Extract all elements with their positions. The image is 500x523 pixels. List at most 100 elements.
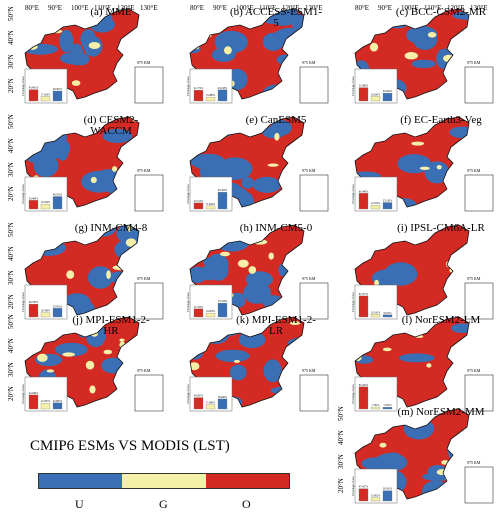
- lon-label: 120°E: [117, 4, 135, 12]
- china-map-svg: 33.464%18.344% 48.192% Percentage of area 9…: [22, 116, 164, 212]
- map-region-g: [372, 135, 381, 140]
- map-region-u: [211, 47, 236, 63]
- south-china-sea-inset: [299, 282, 329, 320]
- lon-label: 110°E: [94, 4, 112, 12]
- bar-o: [193, 202, 204, 210]
- china-border: [24, 224, 140, 316]
- china-border: [24, 8, 140, 100]
- bar-u: [217, 302, 228, 318]
- scale-label: 975 KM: [302, 368, 316, 373]
- map-region-g: [248, 266, 257, 274]
- south-china-sea-inset: [464, 282, 494, 320]
- bar-o: [358, 295, 369, 318]
- lon-label: 100°E: [71, 4, 89, 12]
- legend-swatch-u: [39, 474, 123, 488]
- lat-label: 50°N: [337, 406, 345, 421]
- map-panel: 51.686% 18.020% 30.294% Percentage of area 9…: [335, 4, 495, 107]
- map-region-u: [280, 59, 297, 84]
- lat-label: 50°N: [7, 222, 15, 237]
- bar-o: [28, 89, 39, 102]
- panel-title: (e) CanESM5: [245, 114, 307, 126]
- map-region-u: [270, 386, 302, 395]
- panel-title: (j) MPI-ESM1-2-HR: [72, 314, 150, 337]
- bar-axis-label: Percentage of area: [22, 292, 25, 312]
- map-region-u: [215, 349, 250, 363]
- bar-value-g: 10.310%: [371, 311, 381, 314]
- bar-u: [217, 89, 228, 102]
- south-china-sea-inset: [464, 66, 494, 104]
- lat-label: 20°N: [337, 478, 345, 493]
- map-region-g: [220, 251, 230, 257]
- bar-u: [382, 92, 393, 102]
- scale-label: 975 KM: [467, 460, 481, 465]
- bar-value-o: 33.464%: [29, 197, 39, 200]
- lat-label: 40°N: [337, 430, 345, 445]
- map-region-u: [245, 271, 273, 288]
- panel-title: (l) NorESM2-LM: [401, 314, 481, 326]
- map-region-u: [29, 117, 61, 136]
- map-region-g: [88, 42, 101, 49]
- lat-label: 50°N: [7, 314, 15, 329]
- map-region-u: [102, 129, 133, 143]
- map-region-u: [190, 124, 211, 134]
- bar-value-o: 44.005%: [194, 395, 204, 398]
- bar-value-o: 51.686%: [359, 85, 369, 88]
- lat-label: 50°N: [7, 114, 15, 129]
- map-region-g: [212, 333, 220, 340]
- bar-u: [52, 90, 63, 102]
- legend-label-u: U: [75, 497, 84, 511]
- legend-colorbar: [38, 473, 290, 489]
- bar-o: [28, 200, 39, 210]
- china-border: [24, 316, 140, 408]
- map-region-g: [369, 42, 379, 52]
- bar-g: [205, 404, 216, 410]
- map-region-u: [278, 261, 297, 278]
- lat-label: 30°N: [337, 454, 345, 469]
- scale-label: 975 KM: [137, 60, 151, 65]
- bar-u: [382, 490, 393, 502]
- map-panel: 49.780% 16.768% 33.452% Percentage of area 9…: [5, 221, 165, 323]
- map-region-u: [89, 16, 116, 33]
- lon-label: 80°E: [190, 4, 205, 12]
- map-region-g: [106, 270, 111, 280]
- china-border: [189, 8, 305, 100]
- china-map-svg: 43.991%17.618%38.391% Percentage of area 9…: [22, 8, 164, 104]
- bar-value-o: 31.553%: [194, 306, 204, 309]
- map-region-g: [129, 35, 139, 42]
- bar-g: [370, 314, 381, 318]
- map-region-u: [214, 30, 248, 54]
- map-region-g: [26, 43, 38, 50]
- map-panel: 81.077% 10.310% 8.613% Percentage of area 97…: [335, 221, 495, 323]
- map-region-u: [206, 253, 229, 276]
- bar-axis-label: Percentage of area: [352, 292, 355, 312]
- lon-label: 90°E: [378, 4, 393, 12]
- map-region-u: [263, 359, 282, 383]
- panel-title: (f) EC-Earth3-Veg: [400, 114, 482, 126]
- lon-label: 80°E: [25, 4, 40, 12]
- bar-o: [358, 193, 369, 210]
- map-region-g: [404, 52, 418, 60]
- map-region-g: [268, 252, 274, 260]
- lat-label: 40°N: [7, 338, 15, 353]
- map-region-u: [384, 262, 418, 286]
- bar-value-o: 54.046%: [29, 392, 39, 395]
- panel-title: (d) CESM2-WACCM: [83, 114, 139, 137]
- lon-label: 100°E: [236, 4, 254, 12]
- bar-g: [370, 96, 381, 102]
- south-china-sea-inset: [299, 174, 329, 212]
- map-region-g: [460, 344, 468, 348]
- map-region-g: [426, 363, 432, 368]
- map-region-g: [71, 80, 81, 86]
- lon-label: 80°E: [355, 4, 370, 12]
- scale-label: 975 KM: [302, 60, 316, 65]
- map-region-g: [190, 25, 201, 31]
- lat-label: 30°N: [7, 162, 15, 177]
- map-region-u: [25, 321, 52, 336]
- map-region-g: [119, 338, 125, 342]
- panel-title: (g) INM-CM4-8: [74, 222, 148, 234]
- china-border: [24, 116, 140, 208]
- legend-label-g: G: [159, 497, 168, 511]
- map-region-u: [201, 239, 218, 248]
- china-map-svg: 60.346% 14.524%25.130% Percentage of area 9…: [352, 116, 494, 212]
- bar-value-u: 33.452%: [53, 305, 63, 308]
